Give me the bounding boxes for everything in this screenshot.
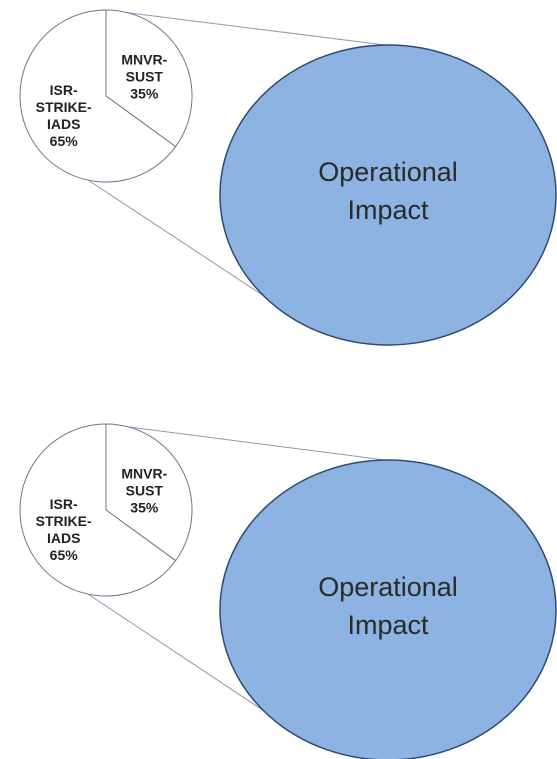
category-part: ISR- [50,496,78,512]
annotation: Operational Impact [318,572,458,640]
category-part: MNVR- [121,51,167,67]
category-label: MNVR-SUST [121,465,167,498]
connector [87,179,271,301]
pie-slice [19,423,177,597]
category-part: IADS [47,530,80,546]
annotation: Operational Impact [318,157,458,225]
category-part: STRIKE- [36,513,92,529]
annotation-line: Operational [318,157,458,187]
slice-label: MNVR-SUST 35% [121,465,167,515]
category-label: MNVR-SUST [121,51,167,84]
category-part: SUST [126,68,164,84]
connector [87,593,271,716]
annotation-line: Operational [318,572,458,602]
impact-ellipse [219,459,557,759]
category-label: ISR-STRIKE-IADS [36,82,92,132]
pie-slice [105,423,193,562]
category-part: SUST [126,482,164,498]
annotation-line: Impact [347,195,429,225]
connector [105,423,386,461]
category-part: MNVR- [121,465,167,481]
pie-slice [105,9,193,148]
category-label: ISR-STRIKE-IADS [36,496,92,546]
slice-label: MNVR-SUST 35% [121,51,167,101]
value-label: 65% [50,547,79,563]
slice-label: ISR-STRIKE-IADS 65% [36,82,92,149]
connector [105,9,386,46]
category-part: STRIKE- [36,99,92,115]
value-label: 65% [50,133,79,149]
value-label: 35% [130,85,159,101]
slice-label: ISR-STRIKE-IADS 65% [36,496,92,563]
category-part: ISR- [50,82,78,98]
value-label: 35% [130,499,159,515]
impact-ellipse [219,44,557,346]
category-part: IADS [47,116,80,132]
pie-slice [19,9,177,183]
annotation-line: Impact [347,610,429,640]
